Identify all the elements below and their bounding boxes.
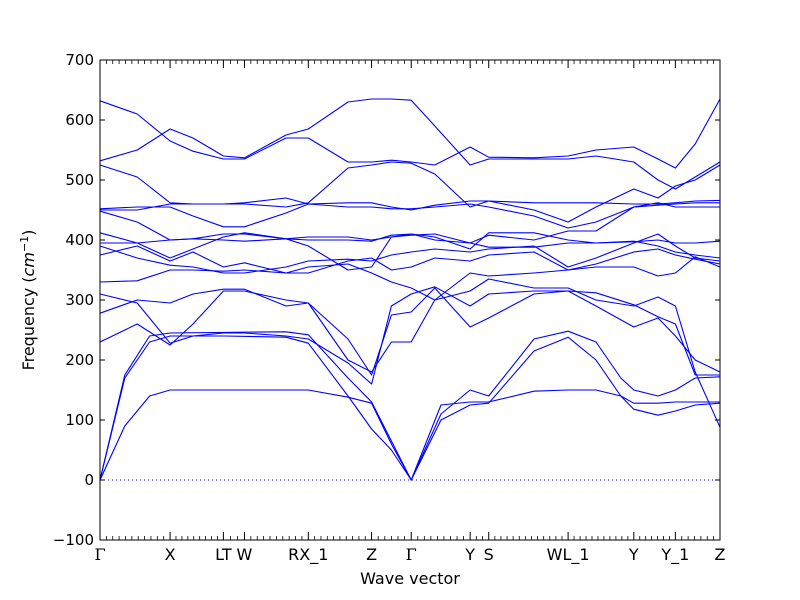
y-tick-label: 100 xyxy=(65,411,94,429)
y-tick-label: 700 xyxy=(65,51,94,69)
branch-line-1 xyxy=(99,335,721,481)
branch-line-6 xyxy=(99,286,720,385)
kpoint-label: Y xyxy=(628,545,639,564)
branch-line-9 xyxy=(99,233,721,274)
branch-line-15 xyxy=(99,161,721,223)
y-tick-label: 200 xyxy=(65,351,94,369)
kpoint-label: Γ xyxy=(406,545,417,564)
kpoint-label: RX_1 xyxy=(288,545,328,565)
branch-line-4 xyxy=(99,278,721,428)
kpoint-label: Z xyxy=(715,545,726,564)
y-tick-label: 400 xyxy=(65,231,94,249)
branch-line-11 xyxy=(99,232,721,271)
kpoint-label: W xyxy=(237,545,253,564)
branch-line-17 xyxy=(99,98,721,169)
kpoint-label: Y xyxy=(464,545,475,564)
kpoint-label: Γ xyxy=(94,545,105,564)
branch-line-13 xyxy=(99,202,720,229)
kpoint-label: X xyxy=(165,545,176,564)
y-axis-unit: cm xyxy=(19,252,38,276)
branch-line-5 xyxy=(99,287,721,376)
plot-frame xyxy=(99,59,721,541)
kpoint-label: WL_1 xyxy=(547,545,590,565)
branch-line-8 xyxy=(99,245,721,274)
x-axis-ticks: Γ X LT W RX_1 Z Γ Y S WL_1 Y Y_1 Z xyxy=(94,60,726,565)
y-axis-ticks: −100 0 100 200 300 400 500 600 700 xyxy=(53,51,720,549)
y-axis-label-text: Frequency xyxy=(19,283,38,371)
phonon-branches xyxy=(99,98,721,481)
y-axis-label: Frequency (cm−1) xyxy=(18,230,38,371)
kpoint-label: Y_1 xyxy=(660,545,689,565)
y-tick-label: 600 xyxy=(65,111,94,129)
kpoint-dividers xyxy=(99,60,721,540)
kpoint-label: S xyxy=(484,545,494,564)
y-tick-label: 0 xyxy=(84,471,94,489)
y-axis-unit-exponent: −1 xyxy=(18,236,31,252)
kpoint-label: LT xyxy=(215,545,232,564)
branch-line-2 xyxy=(99,389,720,481)
y-tick-label: 500 xyxy=(65,171,94,189)
y-tick-label: 300 xyxy=(65,291,94,309)
branch-line-12 xyxy=(99,202,720,244)
x-axis-label: Wave vector xyxy=(360,569,460,588)
branch-line-16 xyxy=(99,98,721,190)
kpoint-label: Z xyxy=(366,545,377,564)
branch-line-3 xyxy=(99,330,721,481)
y-tick-label: −100 xyxy=(53,531,94,549)
